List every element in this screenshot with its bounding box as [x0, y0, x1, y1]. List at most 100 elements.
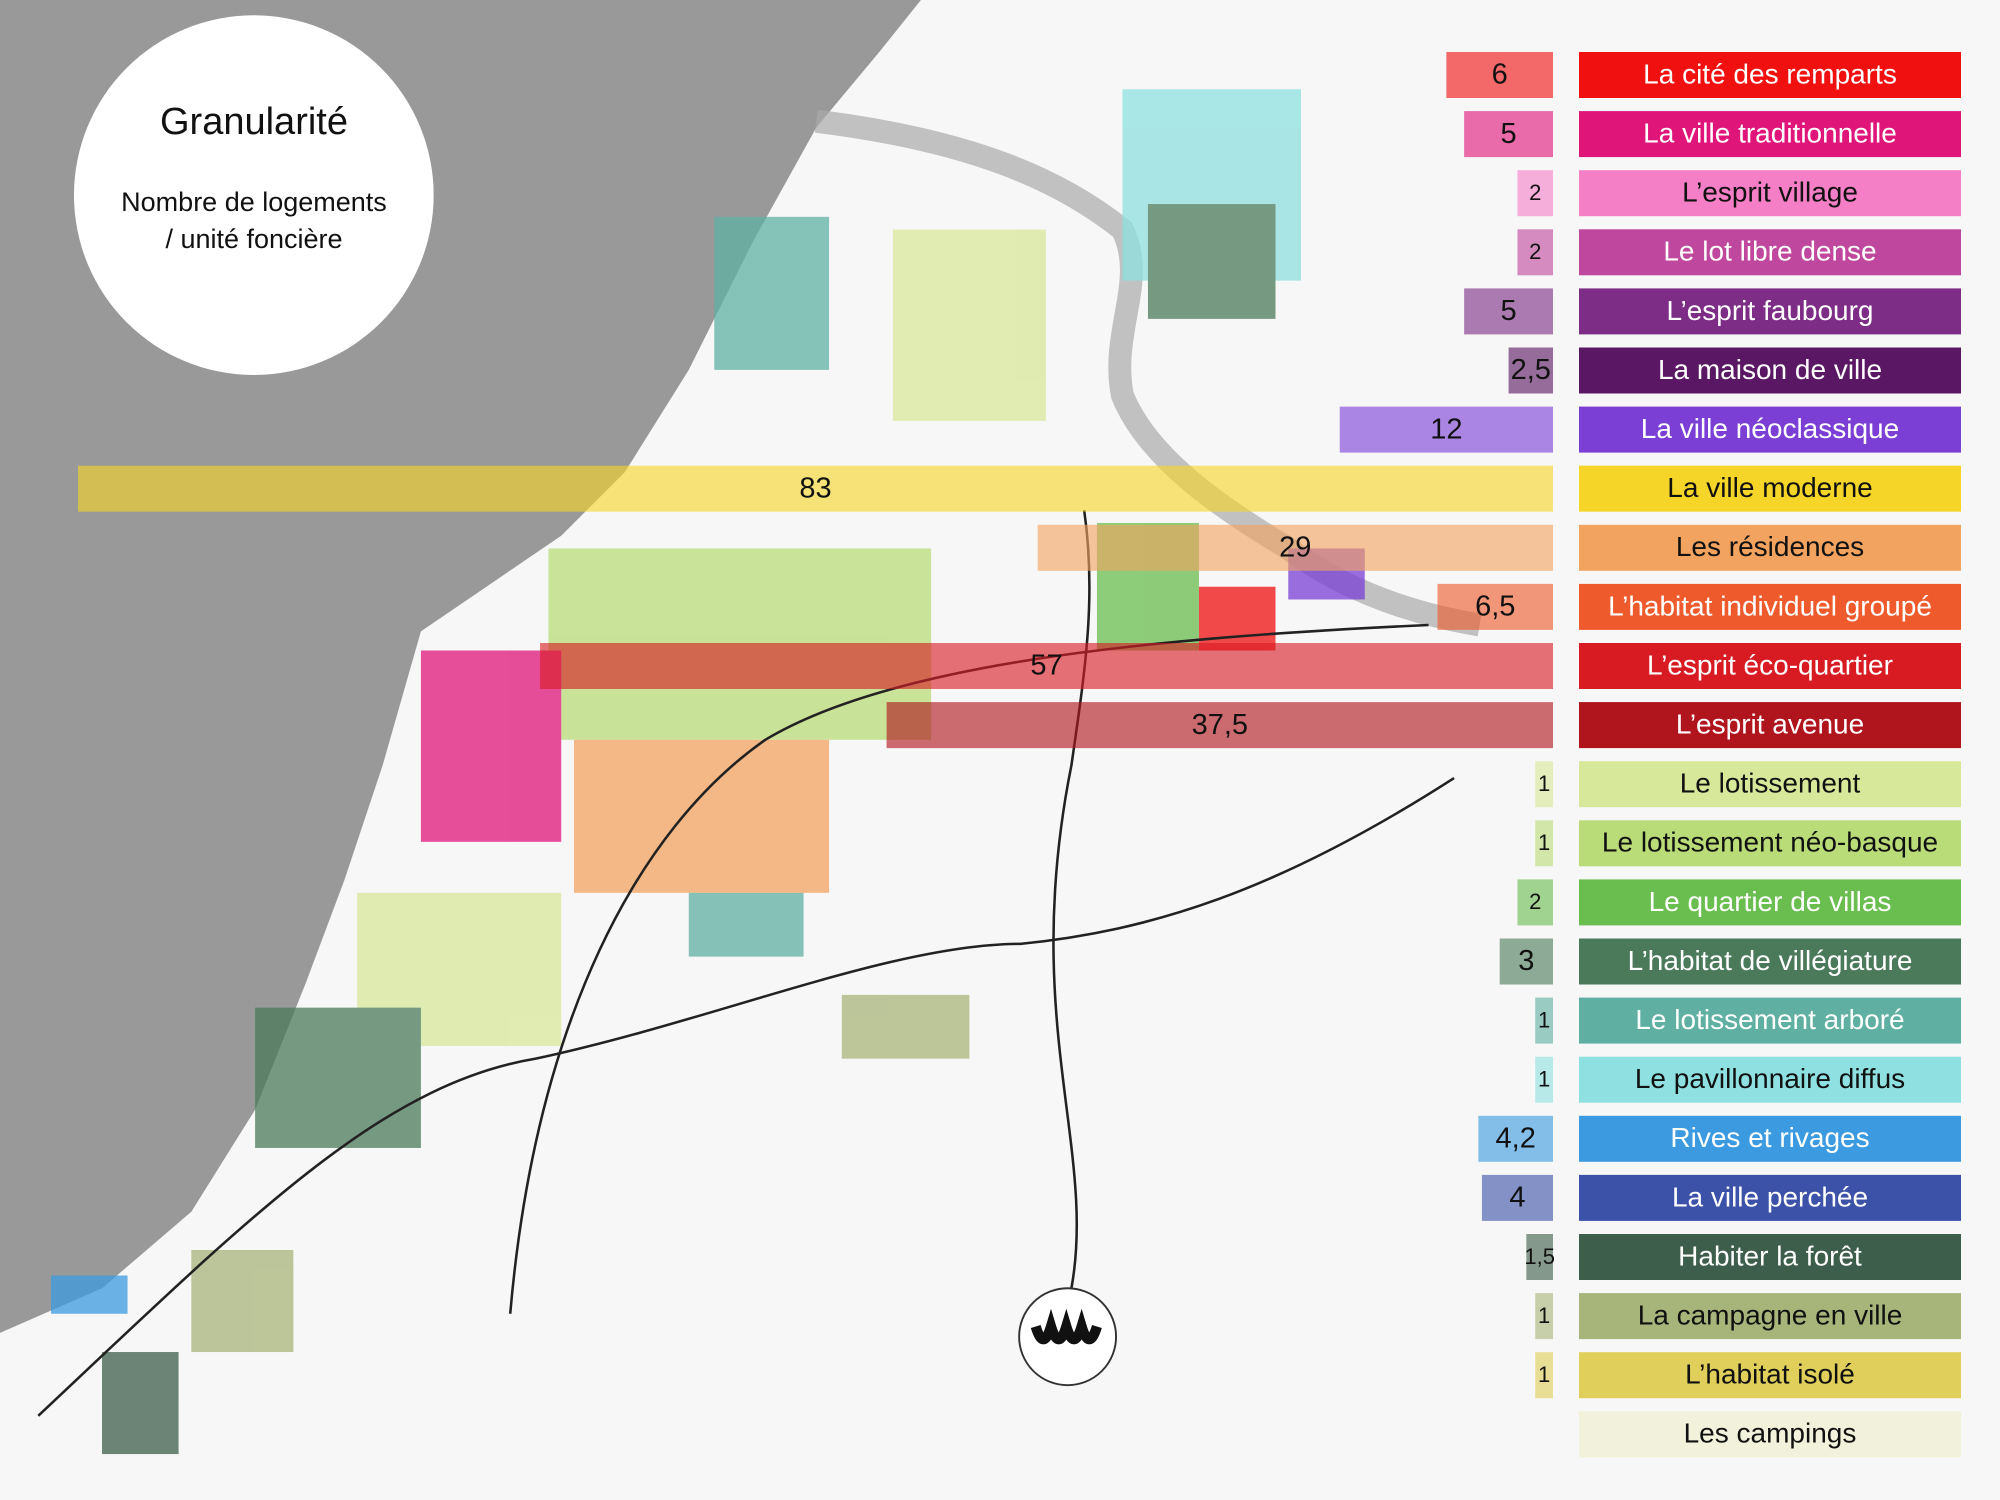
- value-label: 37,5: [1192, 709, 1248, 741]
- chart-subtitle: Nombre de logements / unité foncière: [121, 187, 387, 254]
- legend-label: L’esprit avenue: [1676, 708, 1864, 739]
- value-label: 5: [1501, 118, 1517, 150]
- bar: [1535, 997, 1553, 1044]
- legend-swatch: [1579, 111, 1961, 158]
- legend-swatch: [1579, 288, 1961, 335]
- bar: [1339, 406, 1553, 453]
- value-label: 3: [1518, 945, 1534, 977]
- legend-swatch: [1579, 1352, 1961, 1399]
- value-label: 6: [1492, 59, 1508, 91]
- bar: [1517, 879, 1553, 926]
- legend-swatch: [1579, 1174, 1961, 1221]
- legend-swatch: [1579, 229, 1961, 276]
- legend-label: Le quartier de villas: [1649, 886, 1892, 917]
- bar: [1517, 170, 1553, 217]
- bar: [1499, 938, 1553, 985]
- bar: [1464, 288, 1553, 335]
- bar: [1535, 1293, 1553, 1340]
- legend-label: Les résidences: [1676, 531, 1864, 562]
- bar: [540, 643, 1553, 689]
- legend-label: La ville traditionnelle: [1643, 117, 1897, 148]
- legend-label: Habiter la forêt: [1678, 1240, 1862, 1271]
- bar: [1535, 820, 1553, 867]
- value-label: 12: [1430, 413, 1462, 445]
- bar: [1535, 1056, 1553, 1103]
- legend-swatch: [1579, 465, 1961, 512]
- legend-swatch: [1579, 1293, 1961, 1340]
- legend-label: La maison de ville: [1658, 354, 1882, 385]
- legend-swatch: [1579, 879, 1961, 926]
- bar: [1508, 347, 1553, 394]
- legend-swatch: [1579, 583, 1961, 630]
- legend-label: Le pavillonnaire diffus: [1635, 1063, 1905, 1094]
- railway: [37, 776, 1455, 1417]
- legend-swatch: [1579, 820, 1961, 867]
- railway: [508, 623, 1429, 1314]
- title-circle: [73, 15, 434, 375]
- value-label: 5: [1501, 295, 1517, 327]
- legend-label: Le lot libre dense: [1663, 236, 1876, 267]
- legend-swatch: [1579, 524, 1961, 571]
- value-label: 1: [1538, 1007, 1550, 1032]
- value-label: 1: [1538, 1067, 1550, 1092]
- legend-label: Le lotissement arboré: [1635, 1004, 1904, 1035]
- legend-swatch: [1579, 1411, 1961, 1458]
- value-label: 1,5: [1524, 1244, 1555, 1269]
- legend-label: Rives et rivages: [1670, 1122, 1869, 1153]
- legend-swatch: [1579, 938, 1961, 985]
- legend-swatch: [1579, 761, 1961, 808]
- legend-label: La ville néoclassique: [1641, 413, 1899, 444]
- value-label: 2: [1529, 180, 1541, 205]
- legend-label: La campagne en ville: [1638, 1299, 1903, 1330]
- legend-swatch: [1579, 702, 1961, 749]
- legend-swatch: [1579, 997, 1961, 1044]
- bar: [1535, 761, 1553, 808]
- bar: [1037, 524, 1553, 571]
- value-label: 83: [799, 472, 831, 504]
- bar: [1478, 1115, 1553, 1162]
- legend-swatch: [1579, 1115, 1961, 1162]
- bar: [1446, 52, 1553, 98]
- bar: [1437, 583, 1553, 630]
- bar: [1464, 111, 1553, 158]
- value-label: 1: [1538, 771, 1550, 796]
- legend-swatch: [1579, 1056, 1961, 1103]
- legend-label: Les campings: [1684, 1418, 1857, 1449]
- value-label: 1: [1538, 1303, 1550, 1328]
- legend-label: La ville moderne: [1667, 472, 1872, 503]
- legend-swatch: [1579, 52, 1961, 98]
- value-label: 2,5: [1511, 354, 1551, 386]
- legend-swatch: [1579, 406, 1961, 453]
- legend-label: L’esprit village: [1682, 177, 1858, 208]
- legend-label: L’habitat isolé: [1685, 1359, 1855, 1390]
- logo-mark: [1030, 1308, 1102, 1345]
- bar: [886, 702, 1553, 749]
- legend-swatch: [1579, 347, 1961, 394]
- bar: [78, 465, 1553, 512]
- value-label: 6,5: [1475, 591, 1515, 623]
- chart-title: Granularité: [160, 101, 348, 143]
- road: [1052, 510, 1091, 1289]
- legend-label: La ville perchée: [1672, 1181, 1868, 1212]
- value-label: 1: [1538, 830, 1550, 855]
- bar: [1517, 229, 1553, 276]
- legend-label: Le lotissement néo-basque: [1602, 827, 1938, 858]
- value-label: 4,2: [1496, 1122, 1536, 1154]
- legend-label: L’esprit éco-quartier: [1647, 649, 1893, 680]
- legend-label: L’habitat individuel groupé: [1608, 590, 1932, 621]
- legend-swatch: [1579, 170, 1961, 217]
- bar: [1535, 1352, 1553, 1399]
- legend-swatch: [1579, 643, 1961, 689]
- bar: [1481, 1174, 1553, 1221]
- legend-label: La cité des remparts: [1643, 58, 1897, 89]
- legend-label: L’esprit faubourg: [1666, 295, 1873, 326]
- value-label: 2: [1529, 889, 1541, 914]
- value-label: 29: [1279, 531, 1311, 563]
- legend-label: Le lotissement: [1680, 768, 1861, 799]
- legend-swatch: [1579, 1234, 1961, 1280]
- value-label: 2: [1529, 239, 1541, 264]
- value-label: 1: [1538, 1362, 1550, 1387]
- value-label: 4: [1509, 1182, 1525, 1214]
